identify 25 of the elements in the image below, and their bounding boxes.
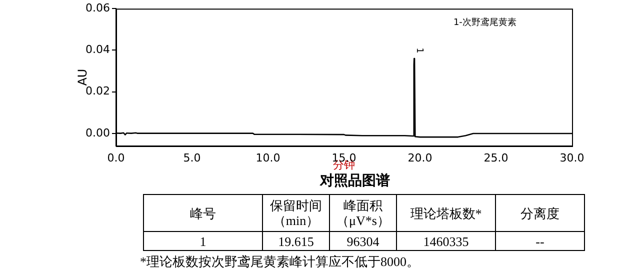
text: -- (496, 232, 584, 250)
x-tick-label: 30.0 (560, 151, 584, 164)
text: 19.615 (262, 232, 330, 250)
y-tick-label: 0.02 (86, 84, 110, 98)
annotation: 1 (414, 48, 424, 54)
text: 分离度 (496, 194, 584, 232)
y-axis-title: AU (75, 68, 90, 86)
text: 1 (144, 232, 262, 250)
text: 对照品图谱 (318, 172, 391, 190)
text: 1460335 (396, 232, 496, 250)
text: 96304 (330, 232, 396, 250)
text: 峰面积（μV*s） (330, 194, 396, 232)
x-tick-label: 0.0 (107, 151, 125, 164)
x-tick-label: 25.0 (484, 151, 508, 164)
text: 峰号 (144, 194, 262, 232)
x-tick-label: 5.0 (183, 151, 201, 164)
y-tick-label: 0.04 (86, 43, 110, 56)
y-tick-label: 0.06 (86, 1, 110, 14)
annotation: 1-次野鸢尾黄素 (453, 16, 516, 28)
text: 保留时间（min） (262, 194, 330, 232)
text: 理论塔板数* (396, 194, 496, 232)
x-tick-label: 10.0 (256, 151, 280, 164)
y-tick-label: 0.00 (86, 126, 110, 140)
text: *理论板数按次野鸢尾黄素峰计算应不低于8000。 (140, 253, 420, 271)
x-tick-label: 20.0 (408, 151, 432, 164)
